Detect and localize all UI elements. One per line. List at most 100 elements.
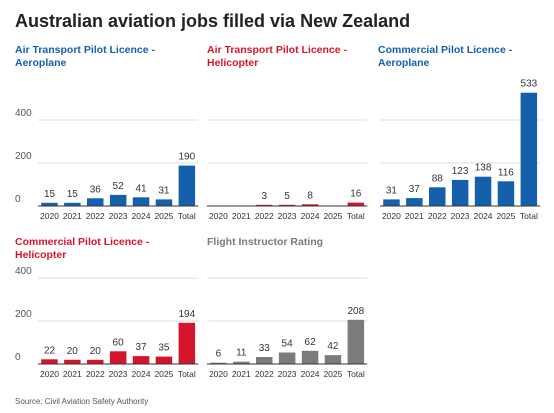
bar xyxy=(64,359,81,365)
x-tick-label: 2025 xyxy=(323,211,342,221)
x-tick-label: 2021 xyxy=(63,211,82,221)
panel-title-cpl-helicopter: Commercial Pilot Licence - Helicopter xyxy=(15,236,150,261)
x-tick-label: 2021 xyxy=(405,211,424,221)
bar xyxy=(109,351,127,365)
bar xyxy=(301,204,319,206)
data-label: 62 xyxy=(305,337,317,348)
bar xyxy=(132,197,150,206)
x-tick-label: 2022 xyxy=(428,211,447,221)
panel-title-atpl-aeroplane: Air Transport Pilot Licence - Aeroplane xyxy=(15,44,156,69)
bar xyxy=(497,181,515,206)
x-tick-label: 2024 xyxy=(474,211,493,221)
y-tick-label: 200 xyxy=(15,151,32,162)
x-tick-label: 2020 xyxy=(40,211,59,221)
bar xyxy=(347,319,365,364)
data-label: 5 xyxy=(284,191,290,202)
data-label: 88 xyxy=(432,173,444,184)
data-label: 15 xyxy=(67,189,79,200)
x-tick-label: Total xyxy=(520,211,538,221)
data-label: 20 xyxy=(67,346,79,357)
source-note: Source: Civil Aviation Safety Authority xyxy=(15,397,149,406)
data-label: 33 xyxy=(259,343,271,354)
data-label: 22 xyxy=(44,345,56,356)
bar xyxy=(87,359,104,365)
bar xyxy=(406,198,423,206)
bar xyxy=(155,199,173,206)
bar xyxy=(278,204,296,206)
bar xyxy=(451,179,469,206)
x-tick-label: 2025 xyxy=(154,369,173,379)
bar xyxy=(347,202,365,206)
x-tick-label: 2023 xyxy=(109,369,128,379)
data-label: 190 xyxy=(178,152,195,163)
bar xyxy=(41,202,58,206)
bar xyxy=(256,204,273,206)
x-tick-label: 2020 xyxy=(382,211,401,221)
data-label: 31 xyxy=(386,185,398,196)
data-label: 15 xyxy=(44,189,56,200)
chart-title: Australian aviation jobs filled via New … xyxy=(15,11,411,31)
data-label: 37 xyxy=(409,184,421,195)
x-tick-label: Total xyxy=(178,211,196,221)
data-label: 11 xyxy=(236,348,247,359)
data-label: 3 xyxy=(262,191,268,202)
data-label: 8 xyxy=(307,190,313,201)
x-tick-label: 2025 xyxy=(496,211,515,221)
x-tick-label: 2022 xyxy=(86,369,105,379)
x-tick-label: 2021 xyxy=(232,369,251,379)
data-label: 37 xyxy=(135,342,147,353)
bar xyxy=(41,359,58,364)
data-label: 208 xyxy=(347,306,364,317)
bar xyxy=(301,350,319,364)
x-tick-label: 2021 xyxy=(63,369,82,379)
data-label: 54 xyxy=(282,339,294,350)
data-label: 6 xyxy=(216,349,222,360)
x-tick-label: 2025 xyxy=(323,369,342,379)
panel-title-cpl-aeroplane: Commercial Pilot Licence - Aeroplane xyxy=(378,44,513,69)
x-tick-label: 2023 xyxy=(109,211,128,221)
data-label: 533 xyxy=(521,79,538,90)
y-tick-label: 400 xyxy=(15,108,32,119)
x-tick-label: 2024 xyxy=(301,369,320,379)
data-label: 123 xyxy=(452,166,469,177)
bar xyxy=(324,355,342,364)
bar xyxy=(278,352,296,364)
x-tick-label: 2024 xyxy=(132,211,151,221)
x-tick-label: 2024 xyxy=(301,211,320,221)
bar xyxy=(256,357,273,364)
bar xyxy=(429,187,446,206)
y-tick-label: 0 xyxy=(15,194,21,205)
bar xyxy=(64,202,81,206)
x-tick-label: 2023 xyxy=(278,369,297,379)
x-tick-label: 2022 xyxy=(86,211,105,221)
x-tick-label: 2022 xyxy=(255,211,274,221)
bar xyxy=(210,362,227,364)
data-label: 42 xyxy=(327,341,339,352)
data-label: 20 xyxy=(90,346,102,357)
data-label: 41 xyxy=(135,183,147,194)
bar xyxy=(520,92,538,206)
bar xyxy=(132,356,150,364)
x-tick-label: 2024 xyxy=(132,369,151,379)
data-label: 194 xyxy=(178,309,195,320)
data-label: 52 xyxy=(113,181,125,192)
x-tick-label: 2020 xyxy=(209,369,228,379)
x-tick-label: Total xyxy=(178,369,196,379)
x-tick-label: 2023 xyxy=(278,211,297,221)
bar xyxy=(109,194,127,206)
data-label: 36 xyxy=(90,184,102,195)
x-tick-label: Total xyxy=(347,369,365,379)
y-tick-label: 200 xyxy=(15,309,32,320)
bar xyxy=(178,322,196,364)
x-tick-label: 2023 xyxy=(451,211,470,221)
x-tick-label: 2020 xyxy=(209,211,228,221)
x-tick-label: 2022 xyxy=(255,369,274,379)
panel-title-flight-instructor: Flight Instructor Rating xyxy=(207,236,324,248)
x-tick-label: Total xyxy=(347,211,365,221)
y-tick-label: 400 xyxy=(15,266,32,277)
data-label: 60 xyxy=(113,337,125,348)
panel-title-atpl-helicopter: Air Transport Pilot Licence - Helicopter xyxy=(207,44,348,69)
data-label: 35 xyxy=(158,343,170,354)
